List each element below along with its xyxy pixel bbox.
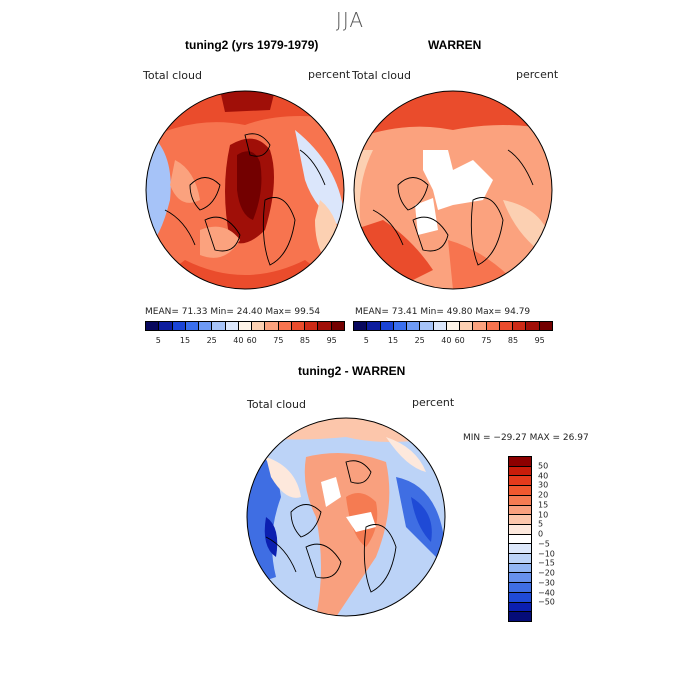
colorbar-swatch <box>380 322 394 330</box>
colorbar-swatch <box>513 322 527 330</box>
colorbar-swatch <box>509 476 531 487</box>
colorbar-tick-label: −50 <box>538 597 555 607</box>
panel3-polar-map <box>246 417 446 617</box>
colorbar-tick-label: 50 <box>538 461 549 471</box>
colorbar-tick-label: 30 <box>538 480 549 490</box>
colorbar-swatch <box>499 322 514 330</box>
colorbar-swatch <box>291 322 306 330</box>
colorbar-swatch <box>238 322 253 330</box>
panel3-colorbar <box>508 456 532 622</box>
colorbar-tick-label: −15 <box>538 558 555 568</box>
panel2-polar-map <box>353 90 553 290</box>
colorbar-swatch <box>354 322 368 330</box>
colorbar-tick-label: −20 <box>538 568 555 578</box>
colorbar-swatch <box>473 322 487 330</box>
colorbar-tick-label: 20 <box>538 490 549 500</box>
colorbar-swatch <box>509 515 531 525</box>
colorbar-tick-label: 0 <box>538 529 544 539</box>
season-title: JJA <box>335 8 365 32</box>
colorbar-swatch <box>509 466 531 477</box>
colorbar-swatch <box>509 544 531 555</box>
panel3-variable-label: Total cloud <box>247 398 306 411</box>
colorbar-swatch <box>318 322 332 330</box>
colorbar-swatch <box>225 322 239 330</box>
panel3-units-label: percent <box>412 396 455 409</box>
colorbar-swatch <box>509 573 531 584</box>
colorbar-tick-label: 5 <box>538 519 544 529</box>
panel1-units-label: percent <box>308 68 351 81</box>
panel1-stats: MEAN= 71.33 Min= 24.40 Max= 99.54 <box>145 307 321 317</box>
colorbar-swatch <box>278 322 292 330</box>
colorbar-tick-label: 15 <box>538 500 549 510</box>
colorbar-swatch <box>509 505 531 516</box>
panel3-stats: MIN = −29.27 MAX = 26.97 <box>463 433 589 443</box>
colorbar-swatch <box>460 322 474 330</box>
colorbar-swatch <box>509 495 531 506</box>
colorbar-swatch <box>331 322 344 330</box>
colorbar-swatch <box>159 322 173 330</box>
colorbar-swatch <box>367 322 381 330</box>
colorbar-swatch <box>199 322 213 330</box>
colorbar-swatch <box>252 322 266 330</box>
colorbar-swatch <box>407 322 421 330</box>
colorbar-swatch <box>509 534 531 545</box>
colorbar-swatch <box>486 322 500 330</box>
colorbar-swatch <box>509 524 531 535</box>
panel1-variable-label: Total cloud <box>143 69 202 82</box>
panel2-units-label: percent <box>516 68 559 81</box>
panel1-colorbar <box>145 321 345 331</box>
colorbar-swatch <box>172 322 186 330</box>
colorbar-swatch <box>509 592 531 603</box>
colorbar-tick-label: −30 <box>538 578 555 588</box>
colorbar-swatch <box>305 322 319 330</box>
colorbar-swatch <box>265 322 279 330</box>
colorbar-swatch <box>509 563 531 574</box>
colorbar-tick-label: 40 <box>538 471 549 481</box>
colorbar-tick-label: 10 <box>538 510 549 520</box>
colorbar-swatch <box>509 486 531 496</box>
colorbar-swatch <box>185 322 200 330</box>
colorbar-swatch <box>446 322 461 330</box>
panel2-title: WARREN <box>428 38 482 52</box>
colorbar-swatch <box>212 322 226 330</box>
colorbar-swatch <box>420 322 434 330</box>
panel3-title: tuning2 - WARREN <box>298 364 406 378</box>
colorbar-swatch <box>509 612 531 621</box>
panel2-stats: MEAN= 73.41 Min= 49.80 Max= 94.79 <box>355 307 531 317</box>
colorbar-swatch <box>509 602 531 613</box>
colorbar-tick-label: −5 <box>538 539 550 549</box>
colorbar-swatch <box>526 322 540 330</box>
panel2-colorbar <box>353 321 553 331</box>
colorbar-swatch <box>539 322 552 330</box>
colorbar-swatch <box>509 554 531 564</box>
colorbar-tick-label: −10 <box>538 549 555 559</box>
panel2-variable-label: Total cloud <box>352 69 411 82</box>
panel1-polar-map <box>145 90 345 290</box>
colorbar-swatch <box>146 322 160 330</box>
colorbar-swatch <box>509 583 531 593</box>
colorbar-swatch <box>509 457 531 467</box>
colorbar-tick-label: −40 <box>538 588 555 598</box>
colorbar-swatch <box>433 322 447 330</box>
colorbar-swatch <box>393 322 408 330</box>
panel1-title: tuning2 (yrs 1979-1979) <box>185 38 319 52</box>
